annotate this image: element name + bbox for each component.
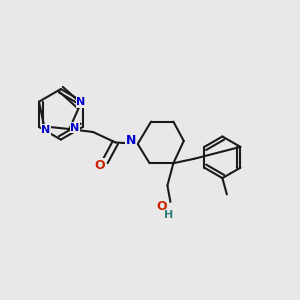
Text: O: O bbox=[94, 159, 105, 172]
Text: N: N bbox=[76, 98, 86, 107]
Text: N: N bbox=[126, 134, 136, 147]
Text: H: H bbox=[164, 210, 173, 220]
Text: O: O bbox=[157, 200, 167, 213]
Text: N: N bbox=[70, 123, 79, 133]
Text: N: N bbox=[41, 125, 50, 135]
